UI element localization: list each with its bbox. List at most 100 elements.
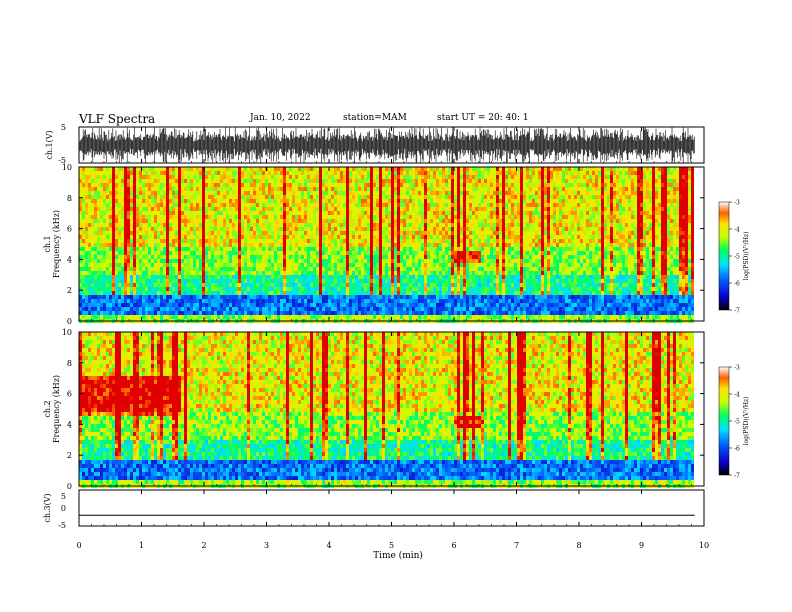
spectrogram-cell [520,191,523,195]
spectrogram-cell [103,251,106,255]
spectrogram-cell [589,235,592,239]
spectrogram-cell [685,171,688,175]
spectrogram-cell [505,179,508,183]
spectrogram-cell [373,199,376,203]
spectrogram-cell [88,183,91,187]
spectrogram-cell [340,171,343,175]
spectrogram-cell [103,227,106,231]
spectrogram-cell [583,199,586,203]
spectrogram-cell [322,231,325,235]
spectrogram-cell [175,227,178,231]
spectrogram-cell [541,255,544,259]
spectrogram-cell [592,215,595,219]
spectrogram-cell [100,255,103,259]
spectrogram-cell [259,191,262,195]
spectrogram-cell [259,227,262,231]
spectrogram-cell [370,255,373,259]
spectrogram-cell [307,207,310,211]
spectrogram-cell [565,203,568,207]
spectrogram-cell [319,183,322,187]
spectrogram-cell [355,231,358,235]
spectrogram-cell [124,247,127,251]
spectrogram-cell [313,255,316,259]
spectrogram-cell [421,235,424,239]
spectrogram-cell [520,187,523,191]
spectrogram-cell [463,179,466,183]
spectrogram-cell [595,203,598,207]
spectrogram-cell [259,259,262,263]
spectrogram-cell [376,211,379,215]
spectrogram-cell [517,195,520,199]
spectrogram-cell [637,167,640,171]
spectrogram-cell [391,223,394,227]
spectrogram-cell [391,243,394,247]
spectrogram-cell [460,239,463,243]
spectrogram-cell [595,223,598,227]
spectrogram-cell [382,203,385,207]
spectrogram-cell [109,191,112,195]
spectrogram-cell [514,235,517,239]
spectrogram-cell [586,171,589,175]
spectrogram-cell [196,171,199,175]
spectrogram-cell [547,215,550,219]
spectrogram-cell [430,215,433,219]
spectrogram-cell [649,211,652,215]
spectrogram-cell [628,219,631,223]
spectrogram-cell [457,251,460,255]
spectrogram-cell [181,239,184,243]
spectrogram-cell [373,175,376,179]
spectrogram-cell [298,231,301,235]
spectrogram-cell [457,171,460,175]
spectrogram-cell [595,187,598,191]
spectrogram-cell [106,247,109,251]
spectrogram-cell [601,243,604,247]
spectrogram-cell [160,239,163,243]
spectrogram-cell [550,203,553,207]
spectrogram-cell [211,195,214,199]
spectrogram-cell [280,167,283,171]
spectrogram-cell [424,195,427,199]
spectrogram-cell [631,167,634,171]
spectrogram-cell [529,191,532,195]
spectrogram-cell [463,167,466,171]
spectrogram-cell [244,207,247,211]
spectrogram-cell [511,211,514,215]
spectrogram-cell [463,207,466,211]
spectrogram-cell [235,187,238,191]
spectrogram-cell [340,211,343,215]
spectrogram-cell [85,211,88,215]
spectrogram-cell [427,183,430,187]
spectrogram-cell [280,183,283,187]
spectrogram-cell [454,179,457,183]
spectrogram-cell [91,195,94,199]
spectrogram-cell [601,219,604,223]
spectrogram-cell [193,235,196,239]
spectrogram-cell [199,195,202,199]
spectrogram-cell [91,183,94,187]
spectrogram-cell [421,211,424,215]
spectrogram-cell [241,239,244,243]
spectrogram-cell [145,207,148,211]
spectrogram-cell [538,195,541,199]
spectrogram-cell [442,231,445,235]
spectrogram-cell [100,227,103,231]
spectrogram-cell [340,195,343,199]
spectrogram-cell [247,171,250,175]
spectrogram-cell [571,215,574,219]
spectrogram-cell [244,171,247,175]
spectrogram-cell [394,203,397,207]
spectrogram-cell [631,227,634,231]
spectrogram-cell [334,171,337,175]
spectrogram-cell [469,203,472,207]
spectrogram-cell [370,191,373,195]
spectrogram-cell [376,183,379,187]
spectrogram-cell [256,167,259,171]
spectrogram-cell [115,175,118,179]
spectrogram-cell [274,203,277,207]
spectrogram-cell [271,251,274,255]
spectrogram-cell [604,231,607,235]
spectrogram-cell [493,235,496,239]
spectrogram-cell [280,259,283,263]
spectrogram-cell [589,167,592,171]
spectrogram-cell [640,219,643,223]
